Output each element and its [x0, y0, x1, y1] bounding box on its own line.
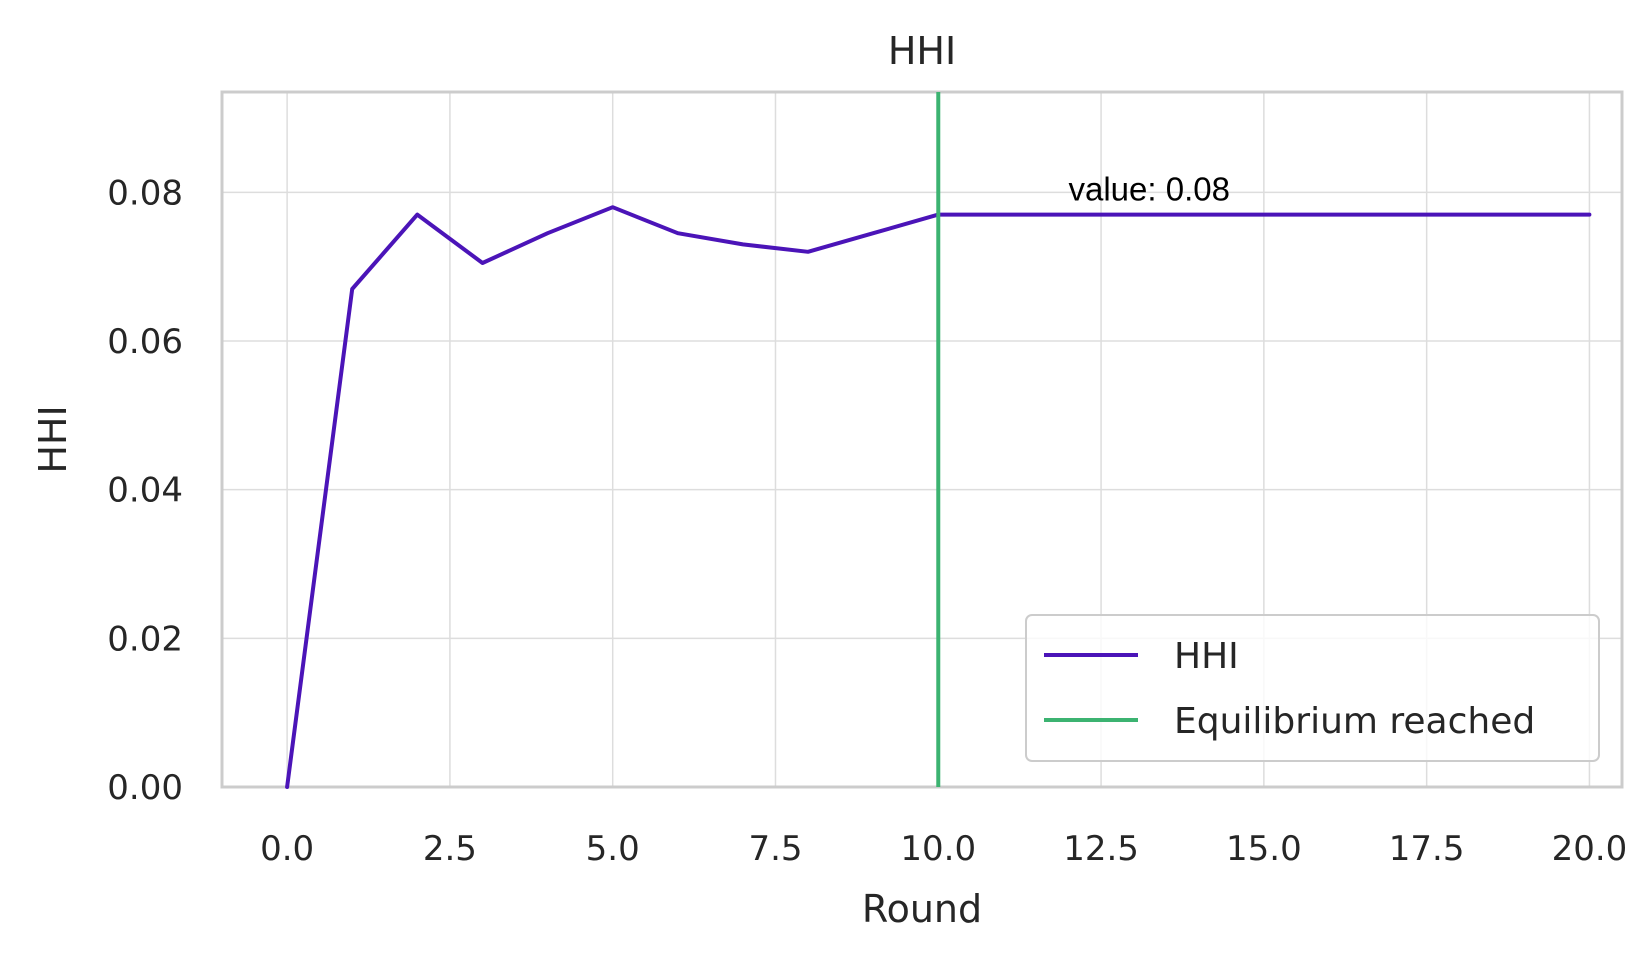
legend: HHI Equilibrium reached: [1025, 614, 1600, 762]
x-tick-label: 12.5: [1063, 829, 1139, 869]
y-tick-label: 0.06: [107, 322, 183, 362]
y-tick-label: 0.02: [107, 619, 183, 659]
y-tick-label: 0.08: [107, 173, 183, 213]
plot-frame: [220, 90, 1624, 789]
x-tick-label: 20.0: [1552, 829, 1628, 869]
legend-label-hhi: HHI: [1174, 636, 1239, 677]
legend-label-equilibrium: Equilibrium reached: [1174, 701, 1535, 742]
legend-box: [1025, 614, 1600, 762]
y-tick-label: 0.04: [107, 471, 183, 511]
x-axis-ticks: 0.0 2.5 5.0 7.5 10.0 12.5 15.0 17.5 20.0: [260, 829, 1627, 869]
y-axis-ticks: 0.00 0.02 0.04 0.06 0.08: [107, 173, 183, 808]
x-tick-label: 5.0: [586, 829, 640, 869]
y-tick-label: 0.00: [107, 768, 183, 808]
y-axis-label: HHI: [31, 405, 75, 473]
x-tick-label: 17.5: [1389, 829, 1465, 869]
x-tick-label: 7.5: [748, 829, 802, 869]
chart-title: HHI: [888, 29, 956, 73]
x-tick-label: 10.0: [900, 829, 976, 869]
x-tick-label: 2.5: [423, 829, 477, 869]
value-annotation: value: 0.08: [1069, 171, 1230, 208]
x-tick-label: 15.0: [1226, 829, 1302, 869]
data-layer: [285, 92, 1592, 789]
x-tick-label: 0.0: [260, 829, 314, 869]
x-axis-label: Round: [862, 887, 982, 931]
